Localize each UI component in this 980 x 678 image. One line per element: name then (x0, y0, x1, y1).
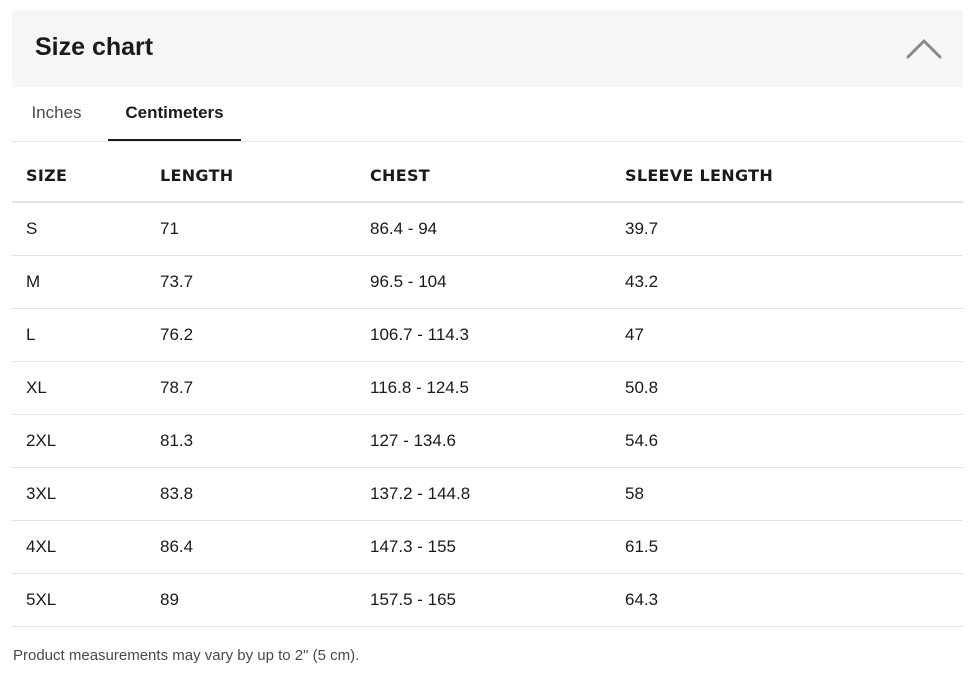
cell-chest: 137.2 - 144.8 (356, 467, 611, 521)
cell-sleeve-length: 39.7 (611, 202, 963, 256)
size-table: SIZE LENGTH CHEST SLEEVE LENGTH S 71 86.… (12, 150, 963, 627)
cell-sleeve-length: 43.2 (611, 255, 963, 309)
table-row: S 71 86.4 - 94 39.7 (12, 202, 963, 256)
table-row: XL 78.7 116.8 - 124.5 50.8 (12, 361, 963, 415)
column-header-sleeve-length: SLEEVE LENGTH (611, 150, 963, 203)
column-header-chest: CHEST (356, 150, 611, 203)
table-row: 2XL 81.3 127 - 134.6 54.6 (12, 414, 963, 468)
table-row: M 73.7 96.5 - 104 43.2 (12, 255, 963, 309)
cell-size: S (12, 202, 146, 256)
cell-chest: 106.7 - 114.3 (356, 308, 611, 362)
cell-sleeve-length: 54.6 (611, 414, 963, 468)
cell-chest: 96.5 - 104 (356, 255, 611, 309)
cell-chest: 86.4 - 94 (356, 202, 611, 256)
tab-centimeters[interactable]: Centimeters (108, 88, 241, 141)
chevron-up-icon[interactable] (905, 35, 943, 61)
table-row: L 76.2 106.7 - 114.3 47 (12, 308, 963, 362)
cell-sleeve-length: 50.8 (611, 361, 963, 415)
cell-length: 71 (146, 202, 356, 256)
cell-sleeve-length: 61.5 (611, 520, 963, 574)
column-header-size: SIZE (12, 150, 146, 203)
cell-size: 5XL (12, 573, 146, 627)
cell-size: M (12, 255, 146, 309)
unit-tabs: Inches Centimeters (12, 88, 963, 142)
measurement-disclaimer: Product measurements may vary by up to 2… (13, 647, 360, 664)
table-header-row: SIZE LENGTH CHEST SLEEVE LENGTH (12, 150, 963, 203)
size-chart-accordion-header[interactable]: Size chart (12, 10, 963, 87)
cell-length: 78.7 (146, 361, 356, 415)
cell-length: 73.7 (146, 255, 356, 309)
column-header-length: LENGTH (146, 150, 356, 203)
size-chart-title: Size chart (35, 33, 154, 61)
cell-size: 2XL (12, 414, 146, 468)
cell-length: 89 (146, 573, 356, 627)
tab-inches[interactable]: Inches (31, 103, 82, 122)
cell-chest: 157.5 - 165 (356, 573, 611, 627)
cell-length: 76.2 (146, 308, 356, 362)
cell-length: 81.3 (146, 414, 356, 468)
cell-size: L (12, 308, 146, 362)
cell-size: XL (12, 361, 146, 415)
cell-sleeve-length: 58 (611, 467, 963, 521)
table-row: 3XL 83.8 137.2 - 144.8 58 (12, 467, 963, 521)
cell-length: 86.4 (146, 520, 356, 574)
cell-size: 4XL (12, 520, 146, 574)
cell-sleeve-length: 47 (611, 308, 963, 362)
cell-length: 83.8 (146, 467, 356, 521)
cell-sleeve-length: 64.3 (611, 573, 963, 627)
cell-chest: 116.8 - 124.5 (356, 361, 611, 415)
table-row: 5XL 89 157.5 - 165 64.3 (12, 573, 963, 627)
cell-size: 3XL (12, 467, 146, 521)
table-row: 4XL 86.4 147.3 - 155 61.5 (12, 520, 963, 574)
cell-chest: 147.3 - 155 (356, 520, 611, 574)
cell-chest: 127 - 134.6 (356, 414, 611, 468)
